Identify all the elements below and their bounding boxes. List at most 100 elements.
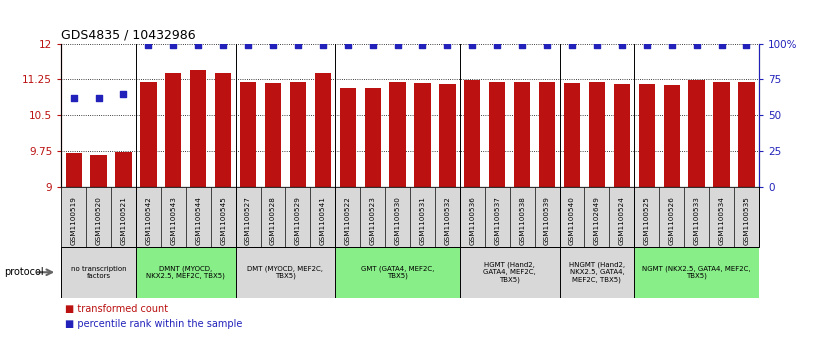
Point [715, 42, 728, 48]
Point [192, 42, 205, 48]
Bar [215, 73, 231, 187]
Point [690, 42, 703, 48]
Bar [286, 187, 310, 247]
Bar [211, 187, 236, 247]
Text: HGMT (Hand2,
GATA4, MEF2C,
TBX5): HGMT (Hand2, GATA4, MEF2C, TBX5) [483, 262, 536, 283]
Text: ■ percentile rank within the sample: ■ percentile rank within the sample [65, 318, 242, 329]
Text: GSM1100539: GSM1100539 [544, 196, 550, 245]
Bar [385, 187, 410, 247]
Bar [584, 187, 610, 247]
Text: NGMT (NKX2.5, GATA4, MEF2C,
TBX5): NGMT (NKX2.5, GATA4, MEF2C, TBX5) [642, 265, 751, 279]
Text: GSM1100521: GSM1100521 [121, 196, 126, 245]
Bar [61, 187, 759, 247]
Bar [240, 82, 256, 187]
Text: GSM1100535: GSM1100535 [743, 196, 749, 245]
Bar [460, 187, 485, 247]
Point [615, 42, 628, 48]
Text: HNGMT (Hand2,
NKX2.5, GATA4,
MEF2C, TBX5): HNGMT (Hand2, NKX2.5, GATA4, MEF2C, TBX5… [569, 262, 625, 283]
Bar [410, 187, 435, 247]
Point [591, 42, 604, 48]
Bar [539, 82, 555, 187]
Point [391, 42, 404, 48]
Bar [290, 82, 306, 187]
Bar [534, 187, 560, 247]
Bar [61, 187, 86, 247]
Point [641, 42, 654, 48]
Text: GSM1100538: GSM1100538 [519, 196, 526, 245]
Point [242, 42, 255, 48]
Point [441, 42, 454, 48]
Bar [564, 83, 580, 187]
Text: GSM1100541: GSM1100541 [320, 196, 326, 245]
Bar [709, 187, 734, 247]
Text: GSM1100523: GSM1100523 [370, 196, 375, 245]
Point [267, 42, 280, 48]
Text: GSM1100528: GSM1100528 [270, 196, 276, 245]
Bar [734, 187, 759, 247]
Bar [464, 80, 481, 187]
Text: GSM1100545: GSM1100545 [220, 196, 226, 245]
Bar [663, 85, 680, 187]
Bar [689, 80, 705, 187]
Text: GSM1100532: GSM1100532 [445, 196, 450, 245]
Bar [415, 83, 431, 187]
Text: GSM1100534: GSM1100534 [719, 196, 725, 245]
Point [317, 42, 330, 48]
Point [416, 42, 429, 48]
Bar [190, 70, 206, 187]
Text: GSM1100524: GSM1100524 [619, 196, 625, 245]
Text: GSM1100540: GSM1100540 [569, 196, 575, 245]
Text: GSM1100529: GSM1100529 [295, 196, 301, 245]
Point [117, 91, 130, 97]
Bar [514, 82, 530, 187]
Point [341, 42, 354, 48]
Bar [713, 82, 730, 187]
Point [67, 95, 80, 101]
Text: GSM1100519: GSM1100519 [71, 196, 77, 245]
Text: GDS4835 / 10432986: GDS4835 / 10432986 [61, 28, 196, 41]
Text: GSM1100543: GSM1100543 [171, 196, 176, 245]
Point [466, 42, 479, 48]
Point [291, 42, 304, 48]
Bar [659, 187, 684, 247]
Bar [165, 73, 181, 187]
Text: GSM1100536: GSM1100536 [469, 196, 476, 245]
Text: GSM1100533: GSM1100533 [694, 196, 699, 245]
Bar [111, 187, 136, 247]
Text: GSM1100527: GSM1100527 [245, 196, 251, 245]
Bar [510, 187, 534, 247]
Text: ■ transformed count: ■ transformed count [65, 304, 168, 314]
Bar [634, 187, 659, 247]
Text: DMT (MYOCD, MEF2C,
TBX5): DMT (MYOCD, MEF2C, TBX5) [247, 265, 323, 279]
Point [516, 42, 529, 48]
Bar [335, 187, 360, 247]
Text: GSM1100522: GSM1100522 [344, 196, 351, 245]
Bar [389, 82, 406, 187]
Bar [161, 187, 186, 247]
Bar [315, 73, 331, 187]
Text: GSM1100544: GSM1100544 [195, 196, 202, 245]
Bar [310, 187, 335, 247]
Bar [136, 187, 161, 247]
Point [740, 42, 753, 48]
Point [366, 42, 379, 48]
Bar [265, 83, 281, 187]
Text: GSM1100530: GSM1100530 [395, 196, 401, 245]
Bar [360, 187, 385, 247]
Bar [560, 187, 584, 247]
Bar [365, 89, 381, 187]
Text: DMNT (MYOCD,
NKX2.5, MEF2C, TBX5): DMNT (MYOCD, NKX2.5, MEF2C, TBX5) [146, 265, 225, 279]
Text: no transcription
factors: no transcription factors [71, 266, 126, 279]
Bar [140, 82, 157, 187]
Point [142, 42, 155, 48]
Bar [115, 152, 131, 187]
Bar [610, 187, 634, 247]
Bar [435, 187, 460, 247]
Text: GSM1100537: GSM1100537 [494, 196, 500, 245]
Point [166, 42, 180, 48]
Text: GSM1100531: GSM1100531 [419, 196, 425, 245]
Bar [260, 187, 286, 247]
Bar [485, 187, 510, 247]
Bar [589, 82, 605, 187]
Bar [489, 82, 505, 187]
